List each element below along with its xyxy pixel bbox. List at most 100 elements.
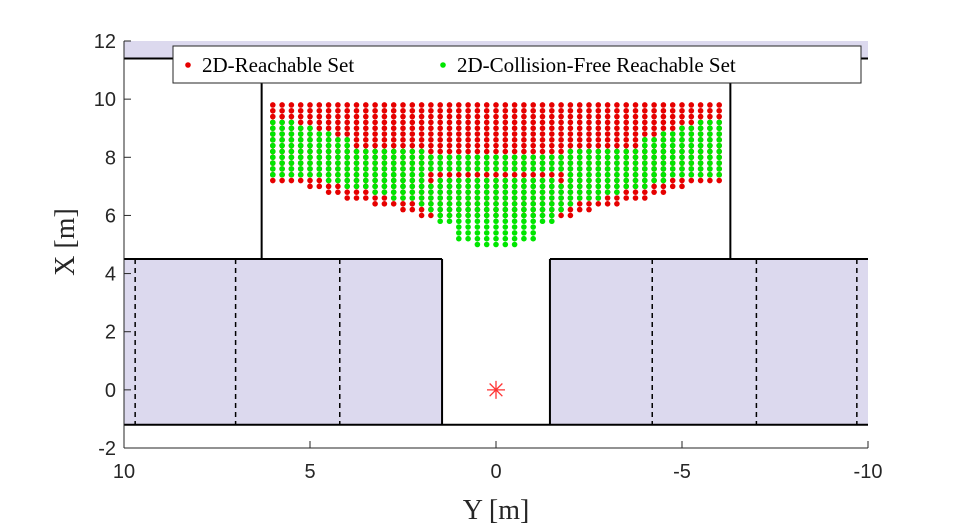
reachable-point xyxy=(428,137,434,143)
collision-free-point xyxy=(279,125,285,132)
reachable-point xyxy=(372,131,378,137)
reachable-point xyxy=(353,119,360,126)
collision-free-point xyxy=(456,183,462,190)
collision-free-point xyxy=(539,218,546,225)
reachable-point xyxy=(549,142,555,149)
collision-free-point xyxy=(409,160,416,166)
reachable-point xyxy=(669,177,676,184)
reachable-point xyxy=(521,125,527,132)
collision-free-point xyxy=(437,154,444,161)
collision-free-point xyxy=(493,160,499,166)
reachable-point xyxy=(595,131,602,137)
collision-free-point xyxy=(632,183,639,190)
reachable-point xyxy=(344,125,351,132)
collision-free-point xyxy=(530,218,536,225)
collision-free-point xyxy=(353,177,360,184)
collision-free-point xyxy=(474,201,481,207)
collision-free-point xyxy=(707,119,713,126)
reachable-point xyxy=(586,113,592,120)
collision-free-point xyxy=(446,218,453,225)
reachable-point xyxy=(353,113,360,120)
collision-free-point xyxy=(353,183,360,190)
collision-free-point xyxy=(604,171,611,178)
collision-free-point xyxy=(316,154,323,161)
collision-free-point xyxy=(437,218,444,225)
collision-free-point xyxy=(288,142,295,149)
collision-free-point xyxy=(409,177,416,184)
reachable-point xyxy=(651,131,657,137)
reachable-point xyxy=(614,201,620,207)
collision-free-point xyxy=(381,171,388,178)
reachable-point xyxy=(558,142,564,149)
reachable-point xyxy=(363,113,369,120)
x-tick-label: -5 xyxy=(673,461,691,483)
reachable-point xyxy=(325,113,332,120)
collision-free-point xyxy=(586,166,592,172)
reachable-point xyxy=(679,119,685,126)
collision-free-point xyxy=(558,189,564,195)
collision-free-point xyxy=(270,131,276,137)
reachable-point xyxy=(632,119,639,126)
reachable-point xyxy=(623,137,629,143)
collision-free-point xyxy=(465,189,471,195)
collision-free-point xyxy=(642,183,648,190)
collision-free-point xyxy=(418,201,425,207)
collision-free-point xyxy=(549,189,555,195)
reachable-point xyxy=(363,131,369,137)
collision-free-point xyxy=(363,183,369,190)
collision-free-point xyxy=(270,119,276,126)
reachable-point xyxy=(344,113,351,120)
collision-free-point xyxy=(586,189,592,195)
reachable-point xyxy=(623,113,629,120)
collision-free-point xyxy=(539,189,546,195)
reachable-point xyxy=(530,142,536,149)
reachable-point xyxy=(372,113,378,120)
collision-free-point xyxy=(493,218,499,225)
collision-free-point xyxy=(511,230,518,236)
collision-free-point xyxy=(688,148,695,155)
reachable-point xyxy=(530,113,536,120)
collision-free-point xyxy=(651,160,657,166)
reachable-point xyxy=(493,131,499,137)
collision-free-point xyxy=(465,177,471,184)
collision-free-point xyxy=(679,142,685,149)
collision-free-point xyxy=(307,171,313,178)
reachable-point xyxy=(604,102,611,108)
collision-free-point xyxy=(270,137,276,143)
reachable-point xyxy=(576,125,583,132)
collision-free-point xyxy=(595,154,602,161)
reachable-point xyxy=(521,119,527,126)
reachable-point xyxy=(288,113,295,120)
reachable-point xyxy=(521,171,527,178)
reachable-point xyxy=(530,119,536,126)
legend-box xyxy=(172,45,862,84)
reachable-point xyxy=(279,102,285,108)
collision-free-point xyxy=(521,195,527,201)
reachable-point xyxy=(511,102,518,108)
reachable-point xyxy=(325,107,332,114)
reachable-point xyxy=(288,102,295,108)
y-tick-label: 8 xyxy=(105,147,116,169)
collision-free-point xyxy=(325,160,332,166)
reachable-point xyxy=(418,125,425,132)
reachable-point xyxy=(595,102,602,108)
collision-free-point xyxy=(669,137,676,143)
reachable-point xyxy=(372,125,378,132)
reachable-point xyxy=(418,137,425,143)
reachable-point xyxy=(530,148,536,155)
reachable-point xyxy=(632,131,639,137)
reachable-point xyxy=(279,113,285,120)
collision-free-point xyxy=(595,160,602,166)
reachable-point xyxy=(344,119,351,126)
reachable-point xyxy=(502,125,509,132)
collision-free-point xyxy=(511,224,518,230)
collision-free-point xyxy=(446,189,453,195)
collision-free-point xyxy=(623,160,629,166)
reachable-point xyxy=(511,137,518,143)
reachable-point xyxy=(418,102,425,108)
reachable-point xyxy=(307,107,313,114)
reachable-point xyxy=(539,137,546,143)
reachable-point xyxy=(604,137,611,143)
collision-free-point xyxy=(539,183,546,190)
collision-free-point xyxy=(335,137,341,143)
